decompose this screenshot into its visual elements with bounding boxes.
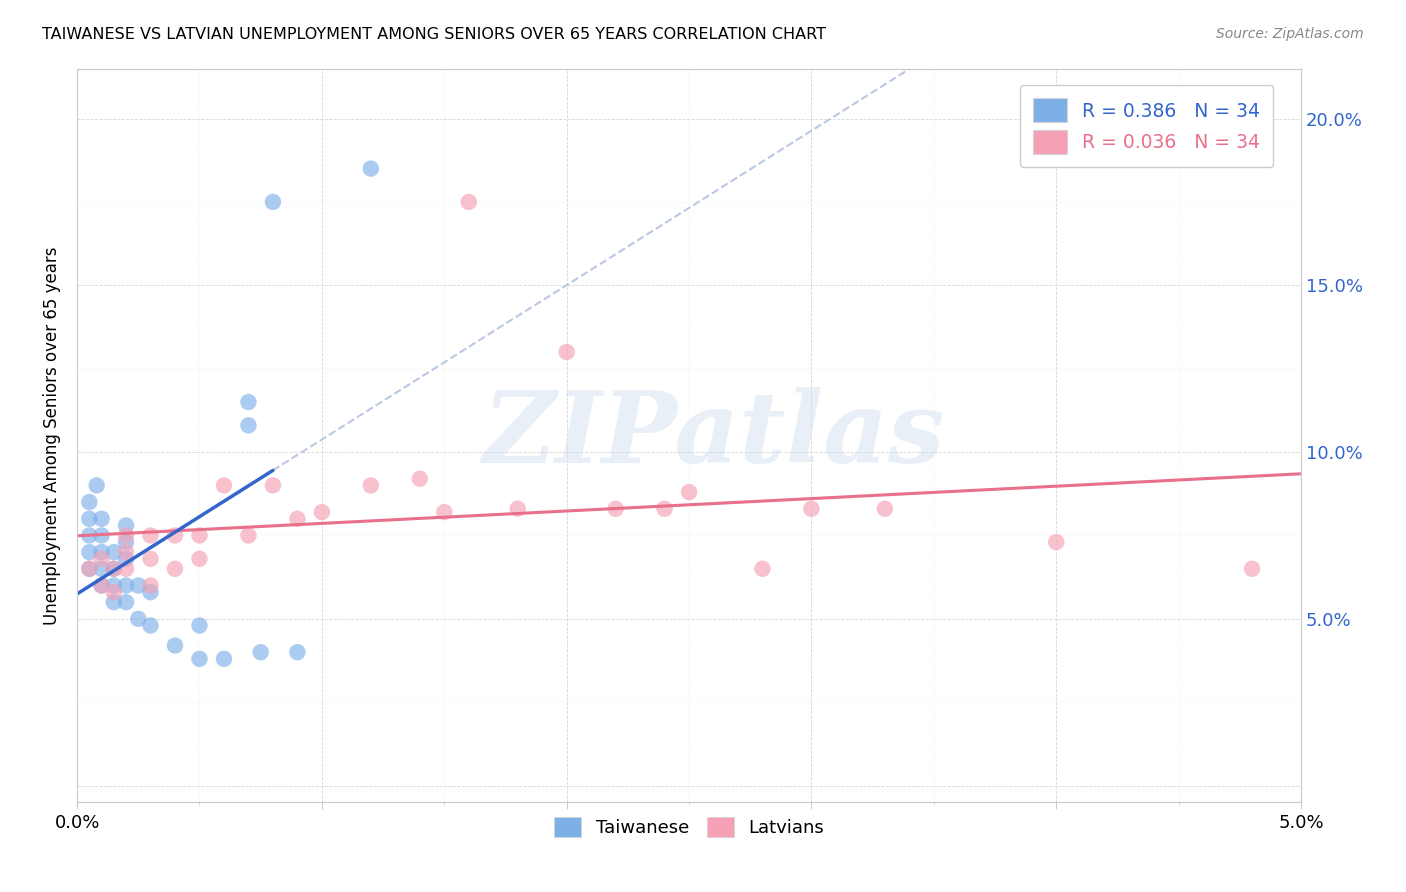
Point [238, 418, 260, 433]
Point [457, 194, 479, 209]
Point [90, 562, 112, 576]
Point [1045, 535, 1067, 549]
Point [311, 505, 333, 519]
Point [103, 545, 125, 559]
Point [79, 562, 101, 576]
Point [86, 478, 108, 492]
Point [115, 545, 138, 559]
Point [103, 578, 125, 592]
Point [90, 528, 112, 542]
Point [188, 618, 211, 632]
Point [360, 161, 382, 176]
Point [287, 645, 309, 659]
Text: ZIPatlas: ZIPatlas [482, 387, 945, 483]
Point [90, 545, 112, 559]
Y-axis label: Unemployment Among Seniors over 65 years: Unemployment Among Seniors over 65 years [44, 246, 60, 624]
Point [873, 501, 896, 516]
Point [103, 562, 125, 576]
Point [800, 501, 823, 516]
Point [90, 512, 112, 526]
Point [79, 562, 101, 576]
Point [139, 578, 162, 592]
Point [115, 595, 138, 609]
Point [139, 528, 162, 542]
Point [188, 528, 211, 542]
Point [163, 528, 186, 542]
Point [1241, 562, 1264, 576]
Point [115, 578, 138, 592]
Point [751, 562, 773, 576]
Point [409, 472, 432, 486]
Point [163, 639, 186, 653]
Point [115, 518, 138, 533]
Point [115, 562, 138, 576]
Point [90, 551, 112, 566]
Point [79, 512, 101, 526]
Point [163, 562, 186, 576]
Point [139, 618, 162, 632]
Point [90, 578, 112, 592]
Point [139, 585, 162, 599]
Point [555, 345, 578, 359]
Point [238, 395, 260, 409]
Point [139, 551, 162, 566]
Point [506, 501, 529, 516]
Point [79, 495, 101, 509]
Legend: Taiwanese, Latvians: Taiwanese, Latvians [547, 809, 831, 845]
Point [678, 485, 700, 500]
Point [103, 595, 125, 609]
Point [115, 551, 138, 566]
Point [287, 512, 309, 526]
Point [188, 551, 211, 566]
Point [103, 562, 125, 576]
Point [90, 578, 112, 592]
Point [127, 612, 149, 626]
Point [238, 528, 260, 542]
Point [188, 652, 211, 666]
Text: TAIWANESE VS LATVIAN UNEMPLOYMENT AMONG SENIORS OVER 65 YEARS CORRELATION CHART: TAIWANESE VS LATVIAN UNEMPLOYMENT AMONG … [42, 27, 827, 42]
Point [212, 478, 235, 492]
Point [79, 528, 101, 542]
Point [605, 501, 627, 516]
Point [212, 652, 235, 666]
Text: Source: ZipAtlas.com: Source: ZipAtlas.com [1216, 27, 1364, 41]
Point [127, 578, 149, 592]
Point [79, 545, 101, 559]
Point [654, 501, 676, 516]
Point [262, 478, 284, 492]
Point [115, 535, 138, 549]
Point [115, 528, 138, 542]
Point [262, 194, 284, 209]
Point [360, 478, 382, 492]
Point [433, 505, 456, 519]
Point [103, 585, 125, 599]
Point [249, 645, 271, 659]
